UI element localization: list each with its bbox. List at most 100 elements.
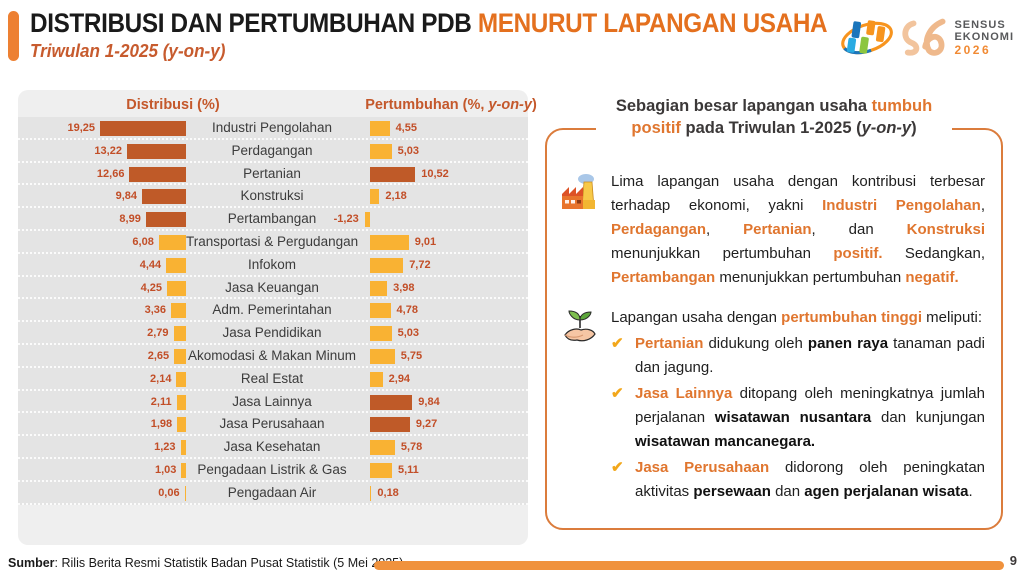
category-label: Adm. Pemerintahan [212, 302, 332, 318]
distribution-bar [184, 485, 186, 501]
insight-bullet-text: Jasa Lainnya ditopang oleh meningkatnya … [635, 385, 985, 450]
title-accent-bar [8, 11, 19, 61]
page-title: DISTRIBUSI DAN PERTUMBUHAN PDB MENURUT L… [30, 8, 828, 39]
growth-value: 3,98 [393, 281, 415, 294]
chart-row: 19,25 Industri Pengolahan 4,55 [18, 117, 528, 140]
growth-value: 5,78 [400, 441, 423, 454]
distribution-bar [167, 280, 186, 296]
growth-value: 5,75 [400, 349, 423, 362]
growth-bar [370, 417, 410, 433]
category-label: Jasa Perusahaan [219, 416, 325, 432]
category-label: Pertanian [243, 165, 301, 181]
insight-bullet: ✔ Jasa Lainnya ditopang oleh meningkatnya… [611, 382, 985, 454]
chart-row: 0,06 Pengadaan Air 0,18 [18, 481, 528, 505]
distribution-bar [177, 417, 186, 433]
distribution-value: 2,79 [147, 327, 169, 340]
logo-area: SENSUS EKONOMI 2026 [838, 8, 1014, 66]
distribution-value: 2,11 [150, 395, 172, 408]
growth-value: 5,03 [397, 144, 420, 157]
insight-bullet: ✔ Pertanian didukung oleh panen raya tana… [611, 332, 985, 380]
chart-row: 2,65 Akomodasi & Makan Minum 5,75 [18, 344, 528, 368]
category-label: Infokom [247, 256, 297, 272]
distribution-bar [126, 143, 186, 159]
chart-header-distribusi: Distribusi (%) [126, 97, 220, 113]
distribution-bar [180, 440, 186, 456]
distribution-bar [145, 212, 186, 228]
growth-value: 0,18 [377, 486, 399, 499]
page-number: 9 [1009, 553, 1017, 568]
growth-value: 9,27 [415, 418, 438, 431]
chart-header-pertumbuhan: Pertumbuhan (%, y-on-y) [365, 97, 537, 113]
chart-row: 9,84 Konstruksi 2,18 [18, 185, 528, 209]
growth-value: 7,72 [409, 258, 431, 271]
distribution-bar [176, 371, 186, 387]
chart-row: 13,22 Perdagangan 5,03 [18, 139, 528, 163]
distribution-value: 9,84 [115, 190, 138, 203]
source-text: : Rilis Berita Resmi Statistik Badan Pus… [54, 556, 404, 570]
growth-value: 9,01 [414, 235, 437, 248]
distribution-bar [166, 257, 186, 273]
category-label: Akomodasi & Makan Minum [187, 347, 357, 363]
category-label: Industri Pengolahan [211, 120, 333, 135]
growth-value: -1,23 [333, 213, 359, 226]
distribution-bar [158, 234, 186, 250]
chart-row: 1,03 Pengadaan Listrik & Gas 5,11 [18, 458, 528, 482]
distribution-value: 13,22 [94, 144, 122, 157]
growth-value: 4,78 [396, 304, 418, 317]
distribution-bar [173, 326, 186, 342]
chart-row: 4,44 Infokom 7,72 [18, 253, 528, 277]
growth-bar [370, 303, 391, 319]
category-label: Jasa Keuangan [225, 279, 319, 295]
insight-bullet: ✔ Jasa Perusahaan didorong oleh peningkat… [611, 456, 985, 504]
se2026-logo-icon [902, 18, 946, 56]
category-label: Pengadaan Listrik & Gas [197, 461, 347, 477]
category-label: Jasa Lainnya [232, 393, 312, 409]
chart-row: 2,79 Jasa Pendidikan 5,03 [18, 322, 528, 345]
sensus-line1: SENSUS [954, 18, 1006, 31]
chart-row: 2,14 Real Estat 2,94 [18, 367, 528, 391]
distribution-bar [176, 394, 186, 410]
chart-row: 6,08 Transportasi & Pergudangan 9,01 [18, 230, 528, 254]
distribution-value: 1,03 [154, 463, 177, 476]
insight-heading: Sebagian besar lapangan usaha tumbuh pos… [596, 95, 952, 140]
category-label: Jasa Kesehatan [223, 439, 321, 455]
page-title-black: DISTRIBUSI DAN PERTUMBUHAN PDB [30, 8, 478, 38]
category-label: Transportasi & Pergudangan [186, 233, 359, 249]
insight-growth-intro: Lapangan usaha dengan pertumbuhan tinggi… [611, 309, 983, 326]
factory-icon [557, 170, 603, 290]
insight-panel: Sebagian besar lapangan usaha tumbuh pos… [545, 95, 1003, 530]
category-label: Real Estat [240, 370, 304, 386]
distribution-bar [170, 303, 186, 319]
distribution-value: 3,36 [144, 304, 166, 317]
check-icon: ✔ [611, 385, 624, 402]
growth-bar [370, 348, 395, 364]
chart-row: 12,66 Pertanian 10,52 [18, 162, 528, 186]
sensus-line2: EKONOMI [954, 30, 1014, 43]
chart-row: 4,25 Jasa Keuangan 3,98 [18, 276, 528, 300]
growth-bar [370, 371, 383, 387]
distribution-value: 19,25 [67, 122, 95, 134]
distribution-value: 4,25 [140, 281, 163, 294]
insight-bullet-text: Jasa Perusahaan didorong oleh peningkata… [635, 459, 985, 500]
growth-bar [370, 485, 372, 501]
distribution-value: 0,06 [158, 486, 180, 499]
distribution-value: 2,65 [147, 349, 170, 362]
page-subtitle: Triwulan 1-2025 (y-on-y) [30, 41, 226, 61]
page-title-orange: MENURUT LAPANGAN USAHA [477, 8, 828, 38]
growth-value: 2,94 [388, 372, 411, 385]
growth-bar [370, 326, 392, 342]
category-label: Jasa Pendidikan [222, 325, 322, 341]
chart-row: 1,23 Jasa Kesehatan 5,78 [18, 436, 528, 459]
check-icon: ✔ [611, 459, 624, 476]
insight-section-growth: Lapangan usaha dengan pertumbuhan tinggi… [557, 306, 991, 504]
insight-section-contribution: Lima lapangan usaha dengan kontribusi te… [557, 170, 991, 290]
chart-row: 1,98 Jasa Perusahaan 9,27 [18, 413, 528, 437]
sensus-ekonomi-text: SENSUS EKONOMI 2026 [954, 19, 1014, 56]
growth-value: 10,52 [421, 167, 449, 180]
insight-bullet-text: Pertanian didukung oleh panen raya tanam… [635, 335, 985, 376]
growth-bar [370, 121, 390, 136]
distribution-value: 6,08 [132, 235, 154, 248]
chart-row: 8,99 Pertambangan -1,23 [18, 208, 528, 231]
distribution-value: 4,44 [139, 258, 162, 271]
